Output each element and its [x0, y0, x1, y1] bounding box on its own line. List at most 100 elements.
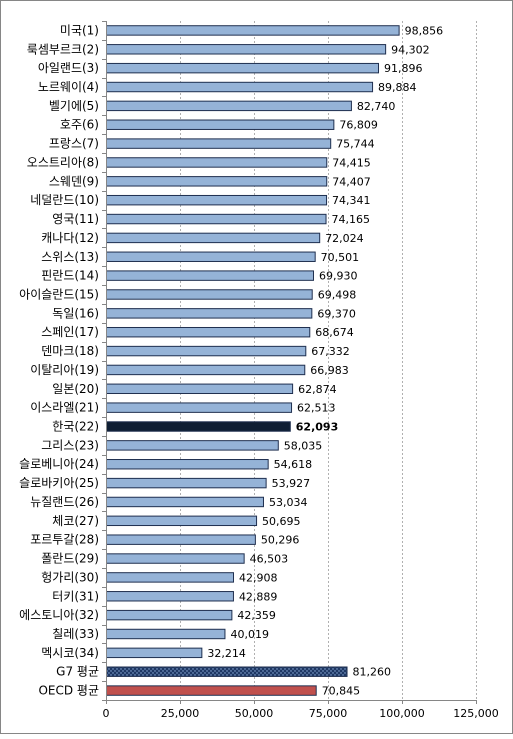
value-label-1: 98,856 [405, 24, 444, 37]
bar-11 [106, 213, 327, 225]
value-label-17: 68,674 [315, 326, 354, 339]
value-label-27: 50,695 [262, 515, 301, 528]
value-labels: 98,856 94,302 91,896 89,884 82,740 76,809 75,7… [207, 24, 443, 697]
bar-31 [106, 591, 234, 602]
x-tick-label: 50,000 [235, 707, 274, 720]
bar-35 [106, 666, 348, 677]
category-label-6: 호주(6) [60, 118, 99, 132]
category-label-4: 노르웨이(4) [38, 80, 99, 94]
value-label-34: 32,214 [207, 647, 246, 660]
category-label-19: 이탈리아(19) [30, 363, 99, 377]
bar-36 [106, 685, 317, 696]
bar-1 [106, 25, 400, 36]
category-label-29: 폴란드(29) [41, 552, 99, 566]
category-labels: 미국(1) 룩셈부르크(2) 아일랜드(3) 노르웨이(4) 벨기에(5) 호주(6) 프랑… [19, 23, 99, 697]
category-label-18: 덴마크(18) [41, 344, 99, 358]
value-label-2: 94,302 [391, 43, 430, 56]
bar-17 [106, 326, 311, 338]
value-label-25: 53,927 [272, 477, 311, 490]
value-label-18: 67,332 [311, 345, 350, 358]
value-label-9: 74,407 [332, 175, 371, 188]
x-tick-label: 75,000 [309, 707, 348, 720]
category-label-8: 오스트리아(8) [27, 155, 99, 169]
category-label-12: 캐나다(12) [41, 231, 99, 245]
bar-33 [106, 628, 226, 640]
category-label-7: 프랑스(7) [49, 137, 99, 151]
value-label-29: 46,503 [250, 553, 288, 566]
value-label-21: 62,513 [297, 402, 336, 415]
bar-34 [106, 647, 203, 659]
value-label-14: 69,930 [319, 270, 358, 283]
bar-29 [106, 553, 245, 564]
value-label-16: 69,370 [317, 307, 356, 320]
x-tick-label: 125,000 [453, 707, 499, 720]
category-label-23: 그리스(23) [41, 438, 99, 452]
value-label-5: 82,740 [357, 100, 396, 113]
x-axis: 0 25,000 50,000 75,000 100,000 125,000 [102, 21, 499, 720]
value-label-30: 42,908 [239, 571, 278, 584]
bar-13 [106, 251, 316, 262]
value-label-31: 42,889 [239, 590, 278, 603]
category-label-1: 미국(1) [60, 23, 99, 37]
category-label-30: 헝가리(30) [41, 570, 99, 584]
bar-8 [106, 157, 328, 168]
value-label-33: 40,019 [230, 628, 269, 641]
category-label-11: 영국(11) [52, 212, 99, 226]
value-label-7: 75,744 [336, 138, 375, 151]
value-label-19: 66,983 [310, 364, 349, 377]
category-label-34: 멕시코(34) [41, 646, 99, 660]
bar-22 [106, 421, 291, 432]
bar-15 [106, 289, 313, 300]
value-label-26: 53,034 [269, 496, 308, 509]
category-label-26: 뉴질랜드(26) [30, 495, 99, 509]
category-label-16: 독일(16) [52, 306, 99, 320]
bar-27 [106, 515, 258, 527]
bar-12 [106, 232, 321, 244]
value-label-24: 54,618 [274, 458, 313, 471]
category-label-27: 체코(27) [52, 514, 99, 528]
category-label-2: 룩셈부르크(2) [27, 42, 99, 56]
bar-23 [106, 440, 279, 451]
bar-30 [106, 572, 235, 583]
bar-21 [106, 402, 293, 413]
bar-2 [106, 44, 387, 55]
bar-24 [106, 459, 269, 470]
category-label-9: 스웨덴(9) [49, 174, 99, 188]
category-label-32: 에스토니아(32) [19, 608, 99, 622]
x-tick-label: 25,000 [161, 707, 200, 720]
category-label-15: 아이슬란드(15) [19, 287, 99, 301]
value-label-8: 74,415 [332, 156, 371, 169]
category-label-21: 이스라엘(21) [30, 401, 99, 415]
category-label-22: 한국(22) [52, 420, 99, 434]
bar-7 [106, 138, 332, 149]
category-label-17: 스페인(17) [41, 325, 99, 339]
value-label-15: 69,498 [318, 288, 357, 301]
bar-20 [106, 383, 294, 395]
x-tick-label: 0 [103, 707, 110, 720]
value-label-22: 62,093 [296, 421, 338, 434]
bar-32 [106, 609, 233, 621]
bar-6 [106, 119, 335, 130]
category-label-14: 핀란드(14) [41, 269, 99, 283]
category-label-5: 벨기에(5) [49, 99, 99, 113]
x-tick-label: 100,000 [379, 707, 425, 720]
bar-3 [106, 62, 380, 74]
category-label-13: 스위스(13) [41, 250, 99, 264]
bar-4 [106, 81, 374, 93]
value-label-23: 58,035 [284, 439, 323, 452]
value-label-3: 91,896 [384, 62, 423, 75]
bar-28 [106, 534, 256, 545]
bar-14 [106, 270, 314, 281]
value-label-36: 70,845 [322, 685, 361, 698]
value-label-4: 89,884 [378, 81, 417, 94]
category-label-20: 일본(20) [52, 382, 99, 396]
value-label-6: 76,809 [339, 119, 378, 132]
bar-19 [106, 364, 306, 376]
category-label-33: 칠레(33) [52, 627, 99, 641]
bar-25 [106, 477, 267, 489]
value-label-11: 74,165 [332, 213, 371, 226]
bar-16 [106, 308, 313, 319]
value-label-35: 81,260 [353, 666, 392, 679]
